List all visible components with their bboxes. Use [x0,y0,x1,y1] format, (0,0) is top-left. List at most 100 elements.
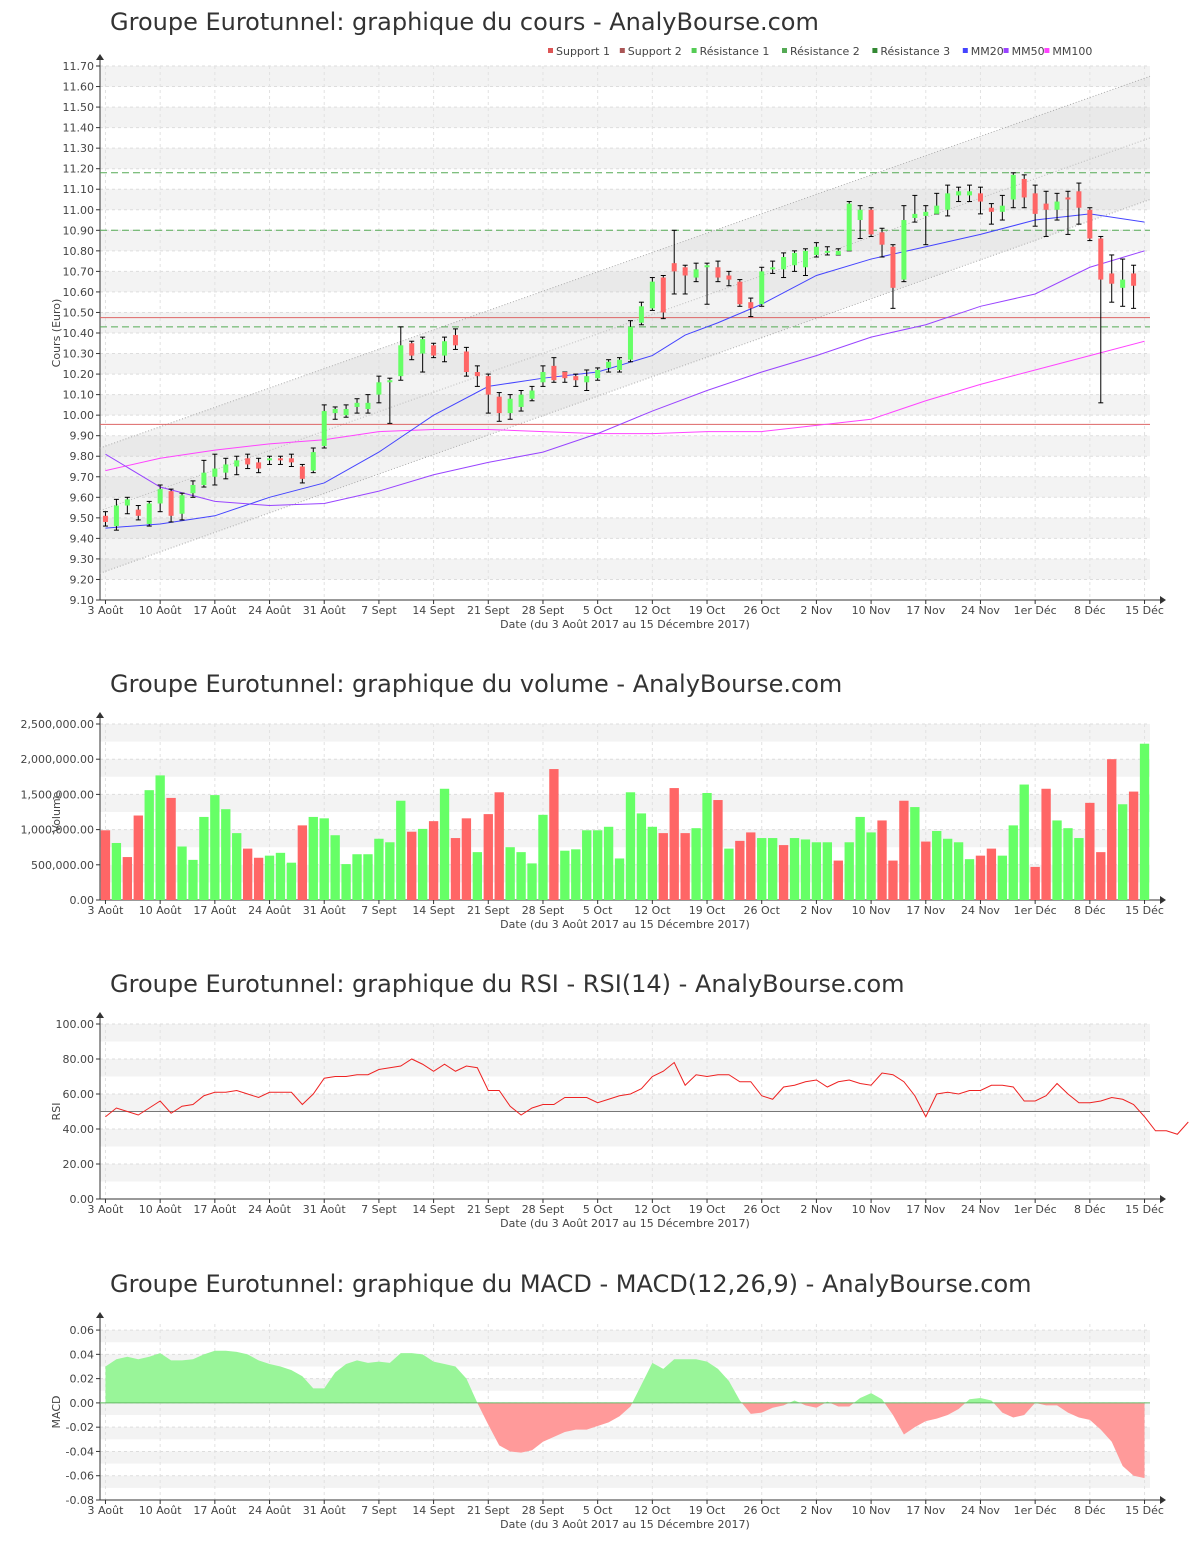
candle-body [627,326,633,360]
x-tick-label: 21 Sept [467,604,510,617]
x-tick-label: 14 Sept [412,904,455,917]
background-band [100,1164,1150,1182]
candle [617,357,623,373]
x-tick-label: 1er Déc [1014,1504,1057,1517]
candle-body [201,472,207,485]
candle-body [824,250,830,253]
y-tick-label: 11.70 [63,60,95,73]
y-tick-label: 0.06 [70,1324,95,1337]
x-tick-label: 3 Août [88,904,125,917]
background-band [100,724,1150,742]
volume-bar [232,833,242,900]
volume-bar [592,830,603,900]
candle [792,250,798,272]
candle [748,297,754,318]
candle [354,398,360,414]
legend-label: Résistance 3 [880,45,950,58]
background-band [100,148,1150,169]
candle [299,463,305,484]
trend-channel [99,75,1151,574]
x-tick-label: 12 Oct [634,904,671,917]
volume-bar [800,839,811,900]
candle-body [682,267,688,276]
candle-body [846,203,852,251]
x-tick-label: 10 Août [139,604,183,617]
x-axis-title: Date (du 3 Août 2017 au 15 Décembre 2017… [500,1217,750,1230]
volume-bar [264,855,275,900]
volume-bar [942,838,953,900]
legend-label: Résistance 2 [790,45,860,58]
macd-chart-title: Groupe Eurotunnel: graphique du MACD - M… [110,1270,1032,1298]
volume-bar [319,818,329,900]
candle-body [135,509,141,516]
x-tick-label: 19 Oct [689,1203,726,1216]
macd-positive-area [965,1398,994,1403]
volume-bar [855,816,865,900]
volume-bar [177,846,187,900]
volume-bar [822,842,833,900]
x-tick-label: 28 Sept [522,904,565,917]
candle-body [1032,193,1038,214]
y-tick-label: 1,500,000.00 [21,788,94,801]
candle-body [999,205,1005,212]
volume-bar [702,792,712,900]
legend-item: MM100 [1044,45,1092,58]
candle-body [387,380,393,383]
candle-body [442,341,448,356]
volume-bar [549,769,559,900]
x-tick-label: 10 Nov [852,1203,891,1216]
candle [737,279,743,307]
candle-body [113,505,119,527]
candle-body [212,468,218,477]
x-tick-label: 2 Nov [800,904,832,917]
volume-bar [1139,743,1150,900]
background-band [100,558,1150,580]
y-tick-label: 10.80 [63,245,95,258]
volume-bar [560,850,570,900]
background-band [100,864,1150,883]
x-tick-label: 24 Nov [961,1203,1000,1216]
candle [923,205,929,246]
candle [573,373,579,387]
plot-background [100,724,1150,883]
volume-bar [461,818,472,900]
candle-body [1065,197,1071,200]
volume-bar [516,852,526,900]
volume-chart-title: Groupe Eurotunnel: graphique du volume -… [110,670,843,698]
candle-body [299,466,305,479]
candle [387,377,393,424]
volume-bar [1019,784,1029,900]
background-band [100,394,1150,416]
volume-bar [494,792,504,900]
volume-bar [221,809,231,900]
y-tick-label: 10.30 [63,348,95,361]
candle-body [474,372,480,377]
y-tick-label: 100.00 [56,1018,95,1031]
candle [901,205,907,283]
x-tick-label: 15 Déc [1125,904,1164,917]
candle-body [1087,209,1093,239]
legend-label: MM100 [1052,45,1092,58]
candle [102,511,108,527]
candle-body [518,394,524,407]
x-tick-label: 8 Déc [1074,1203,1106,1216]
legend-item: Résistance 3 [872,45,950,58]
rsi-line [105,1058,1189,1135]
candle-body [146,503,152,525]
candle-body [660,277,666,313]
candle-body [802,250,808,268]
candle-body [124,499,130,506]
candle [1076,182,1082,225]
x-tick-label: 7 Sept [361,904,397,917]
candle [912,194,918,223]
candle [135,505,141,521]
x-tick-label: 24 Nov [961,604,1000,617]
legend-label: MM50 [1012,45,1045,58]
volume-bar [724,848,734,900]
candle-body [759,271,765,305]
volume-bar [417,828,428,900]
candle [846,201,852,252]
macd-positive-area [789,1400,800,1403]
candle-body [343,408,349,416]
candle-body [912,213,918,218]
